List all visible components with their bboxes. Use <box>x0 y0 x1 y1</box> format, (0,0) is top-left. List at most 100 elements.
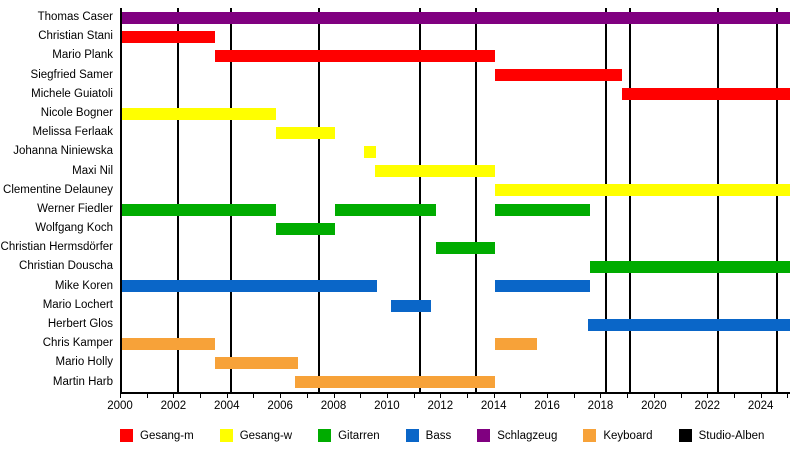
legend-label: Keyboard <box>603 429 653 442</box>
studio-album-marker-line <box>230 8 233 392</box>
x-axis-tick-label: 2022 <box>694 400 721 412</box>
member-label: Christian Douscha <box>19 260 113 273</box>
member-label: Wolfgang Koch <box>35 222 113 235</box>
member-tenure-bar <box>590 261 790 274</box>
member-tenure-bar <box>390 299 431 312</box>
x-axis-tick <box>440 394 442 398</box>
x-axis-tick-label: 2020 <box>641 400 667 412</box>
x-axis-tick <box>200 394 202 398</box>
member-label: Siegfried Samer <box>30 68 113 81</box>
x-axis-tick <box>280 394 282 398</box>
legend-label: Gitarren <box>338 429 380 442</box>
legend-label: Studio-Alben <box>698 429 765 442</box>
member-label: Martin Harb <box>52 375 113 388</box>
member-tenure-bar <box>122 107 277 120</box>
member-label: Christian Stani <box>38 30 113 43</box>
studio-album-marker-line <box>605 8 608 392</box>
x-axis-tick-label: 2010 <box>374 400 400 412</box>
member-label: Maxi Nil <box>72 164 113 177</box>
studio-album-marker-line <box>717 8 720 392</box>
member-tenure-bar <box>122 30 216 43</box>
x-axis-tick-label: 2000 <box>107 400 133 412</box>
member-tenure-bar <box>276 222 335 235</box>
member-tenure-bar <box>122 338 216 350</box>
member-tenure-bar <box>364 146 377 158</box>
x-axis-tick <box>573 394 575 398</box>
member-label: Thomas Caser <box>37 11 113 23</box>
x-axis-tick <box>467 394 468 398</box>
member-tenure-bar <box>122 280 378 293</box>
legend-swatch <box>318 429 332 442</box>
x-axis-tick-label: 2018 <box>587 400 614 412</box>
member-label: Mike Koren <box>54 279 113 292</box>
legend-item: Bass <box>405 429 452 442</box>
legend-label: Bass <box>425 429 452 442</box>
x-axis-tick <box>146 394 148 398</box>
legend-item: Gesang-w <box>219 429 293 442</box>
member-label: Johanna Niniewska <box>13 145 113 158</box>
x-axis-tick <box>493 394 495 398</box>
studio-album-marker-line <box>775 8 778 392</box>
x-axis-tick <box>333 394 335 398</box>
member-tenure-bar <box>494 184 790 197</box>
legend-swatch <box>405 429 419 442</box>
legend-label: Gesang-m <box>140 429 194 442</box>
x-axis-tick <box>173 394 175 398</box>
studio-album-marker-line <box>317 8 320 392</box>
legend-item: Schlagzeug <box>477 429 557 442</box>
x-axis-tick <box>226 394 228 398</box>
member-label: Mario Holly <box>55 356 113 369</box>
x-axis-tick <box>360 394 362 398</box>
member-tenure-bar <box>436 242 495 254</box>
x-axis-tick <box>627 394 629 398</box>
member-tenure-bar <box>215 50 495 62</box>
legend-item: Keyboard <box>583 429 653 442</box>
x-axis-tick <box>413 394 415 398</box>
member-label: Chris Kamper <box>42 337 113 350</box>
x-axis-tick <box>760 394 762 398</box>
legend-swatch <box>219 429 233 442</box>
studio-album-marker-line <box>176 8 179 392</box>
legend-swatch <box>583 429 597 442</box>
member-tenure-bar <box>494 280 591 293</box>
member-tenure-bar <box>494 69 623 82</box>
x-axis-tick <box>787 394 789 398</box>
member-label: Mario Lochert <box>42 298 113 311</box>
x-axis-tick-label: 2014 <box>480 400 507 412</box>
x-axis-tick <box>253 394 255 398</box>
x-axis-tick <box>547 394 549 398</box>
member-label: Christian Hermsdörfer <box>0 241 113 254</box>
x-axis-tick-label: 2024 <box>747 400 774 412</box>
studio-album-marker-line <box>474 8 477 392</box>
x-axis-tick-label: 2008 <box>320 400 347 412</box>
member-tenure-bar <box>494 338 538 350</box>
member-label: Clementine Delauney <box>3 183 113 196</box>
member-tenure-bar <box>122 203 277 216</box>
member-tenure-bar <box>294 376 495 389</box>
x-axis-tick-label: 2006 <box>267 400 293 412</box>
x-axis-tick-label: 2004 <box>213 400 240 412</box>
member-tenure-bar <box>215 357 298 370</box>
x-axis-tick <box>120 394 121 398</box>
member-label: Michele Guiatoli <box>31 87 113 100</box>
member-tenure-bar <box>374 165 495 178</box>
legend-swatch <box>678 429 692 442</box>
x-axis-tick <box>520 394 522 398</box>
x-axis-tick <box>386 394 388 398</box>
member-name-column: Thomas Caser Christian Stani Mario Plank Si… <box>0 8 113 392</box>
legend-swatch <box>477 429 491 442</box>
member-label: Werner Fiedler <box>37 202 113 215</box>
legend-label: Gesang-w <box>239 429 293 442</box>
member-label: Herbert Glos <box>47 318 113 330</box>
x-axis-tick <box>680 394 682 398</box>
legend-label: Schlagzeug <box>497 429 558 442</box>
x-axis-tick-label: 2002 <box>160 400 187 412</box>
member-label: Nicole Bogner <box>40 106 113 119</box>
legend-item: Gesang-m <box>120 429 194 442</box>
member-tenure-bar <box>334 203 437 216</box>
member-tenure-bar <box>494 203 591 216</box>
x-axis-tick <box>733 394 735 398</box>
x-axis-tick-label: 2016 <box>534 400 560 412</box>
timeline-plot-area <box>120 8 790 394</box>
member-tenure-bar <box>276 126 335 139</box>
